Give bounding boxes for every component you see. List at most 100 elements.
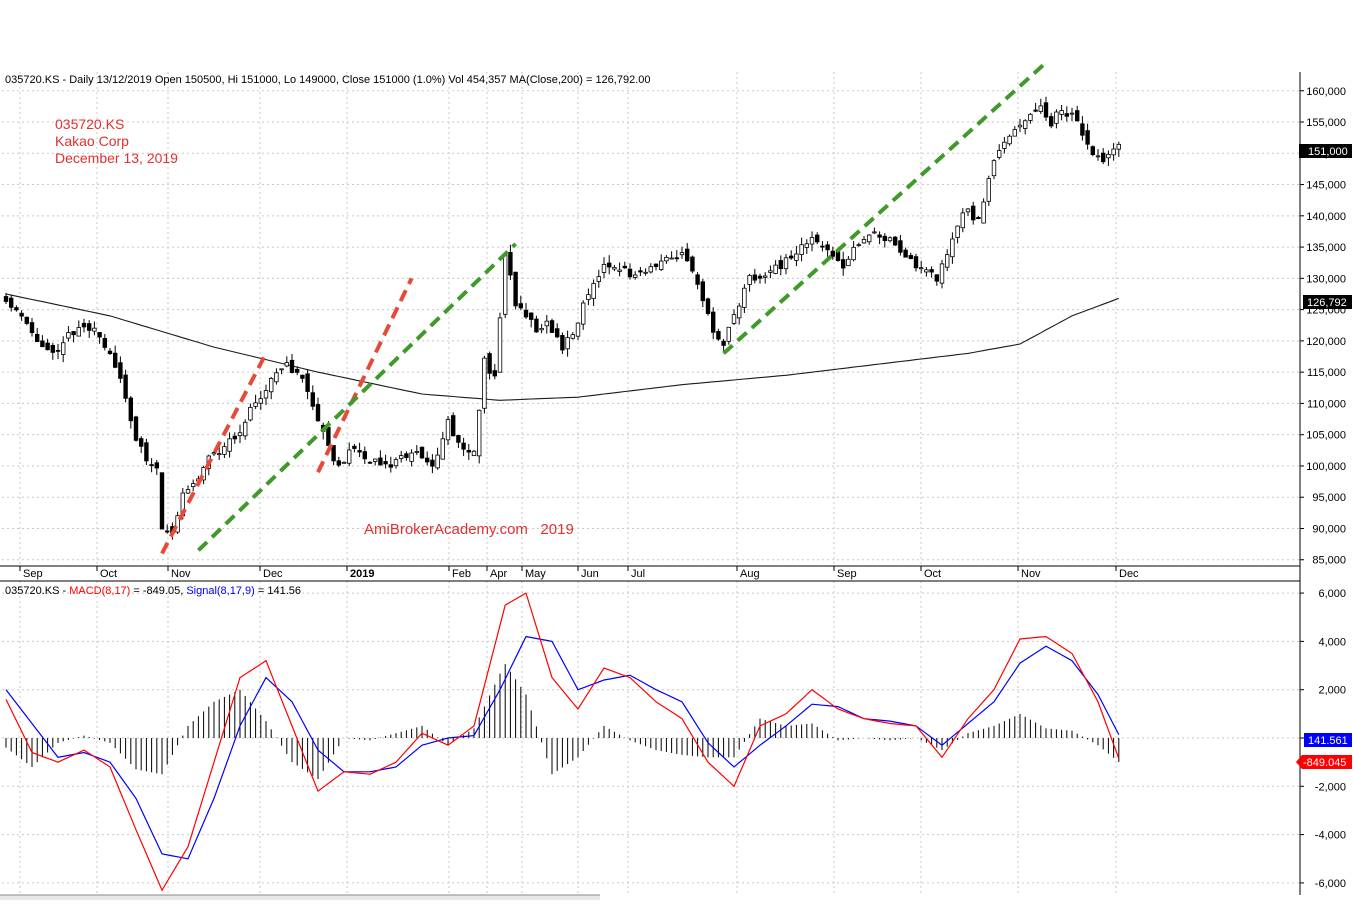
candle-body (336, 460, 341, 466)
candlestick (534, 315, 539, 333)
candlestick (175, 511, 180, 535)
candle-body (378, 457, 383, 466)
candlestick (263, 384, 269, 405)
candle-body (1049, 116, 1054, 127)
candle-body (419, 446, 425, 459)
candle-body (35, 333, 40, 343)
candlestick (502, 254, 508, 318)
candlestick (1095, 148, 1101, 161)
candlestick (653, 263, 659, 271)
candlestick (8, 294, 14, 312)
candle-body (549, 320, 555, 333)
candle-body (685, 248, 690, 262)
candle-body (1002, 141, 1007, 149)
candle-body (627, 268, 633, 278)
candlestick (737, 303, 742, 325)
candle-body (1017, 124, 1023, 128)
candle-body (950, 238, 955, 258)
candlestick (315, 397, 321, 422)
candlestick (216, 446, 222, 460)
candle-body (669, 257, 674, 260)
macd-header-value: = -849.05, (130, 585, 186, 597)
candlestick (341, 461, 347, 464)
candle-body (497, 317, 503, 373)
candle-body (1059, 110, 1064, 115)
candlestick (35, 327, 40, 343)
candle-body (861, 239, 867, 244)
candlestick (768, 265, 773, 279)
candle-body (383, 461, 388, 465)
candle-body (742, 287, 747, 308)
candlestick (887, 236, 893, 243)
candlestick (872, 227, 877, 234)
candlestick (346, 442, 352, 467)
candlestick (248, 403, 253, 422)
candlestick (331, 445, 336, 466)
candle-body (534, 318, 539, 333)
x-tick-label: Nov (171, 568, 191, 580)
macd-tick-label: -6,000 (1315, 878, 1346, 890)
candle-body (461, 442, 466, 450)
candlestick (721, 338, 726, 351)
candle-body (237, 432, 243, 437)
candle-body (1064, 113, 1069, 117)
candlestick (87, 320, 92, 338)
candle-body (523, 309, 529, 318)
candlestick (924, 266, 929, 277)
macd-value-tag: -849.045 (1296, 755, 1352, 769)
trendline-green (197, 242, 517, 552)
candle-body (81, 322, 87, 328)
candlestick (877, 231, 882, 245)
candlestick (367, 461, 373, 465)
candle-body (144, 442, 149, 462)
candlestick (242, 419, 248, 440)
candlestick (123, 369, 128, 403)
candle-body (716, 331, 721, 340)
candlestick (138, 436, 144, 453)
candlestick (237, 424, 243, 443)
candle-body (981, 201, 986, 224)
candlestick (1012, 126, 1017, 137)
candlestick (476, 409, 482, 464)
candle-body (809, 237, 815, 245)
candlestick (159, 472, 165, 530)
candlestick (284, 356, 289, 368)
candle-body (726, 326, 731, 342)
candle-body (1116, 143, 1121, 150)
candlestick (29, 318, 35, 337)
candlestick (279, 368, 284, 375)
candlestick (1064, 106, 1069, 122)
candle-body (705, 298, 711, 314)
candlestick (757, 273, 763, 284)
candlestick (555, 323, 560, 339)
annotation-date: December 13, 2019 (55, 150, 178, 166)
candlestick (409, 449, 414, 467)
signal-header-value: = 141.56 (255, 585, 301, 597)
candlestick (149, 458, 154, 473)
candlestick (825, 241, 830, 257)
candlestick (258, 390, 263, 410)
candle-body (445, 419, 451, 441)
candlestick (908, 252, 913, 260)
candle-body (607, 262, 612, 268)
candle-body (274, 372, 279, 383)
candle-body (118, 362, 123, 379)
price-tick-label: 145,000 (1306, 180, 1346, 192)
candle-body (482, 357, 487, 409)
macd-value-tag-label: -849.045 (1303, 757, 1346, 769)
macd-histogram (5, 664, 1120, 780)
candlestick (1101, 148, 1106, 165)
candle-body (851, 246, 856, 261)
candle-body (253, 402, 258, 407)
price-tick-label: 105,000 (1306, 430, 1346, 442)
candle-body (66, 332, 71, 339)
candlestick (1090, 145, 1095, 157)
candle-body (164, 530, 170, 533)
candle-body (357, 450, 362, 453)
candle-body (310, 392, 315, 407)
candle-body (284, 362, 289, 367)
candle-body (128, 397, 133, 422)
candlestick (612, 264, 617, 272)
candlestick (294, 366, 300, 376)
signal-value-tag: 141.561 (1304, 733, 1352, 747)
